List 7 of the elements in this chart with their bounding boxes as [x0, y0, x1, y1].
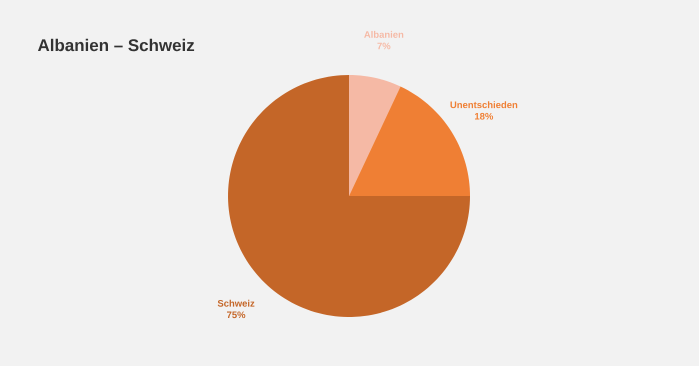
chart-title: Albanien – Schweiz [38, 38, 194, 52]
data-label: 18% [474, 112, 494, 120]
slice-label: Schweiz [218, 300, 254, 307]
data-label: 7% [377, 42, 390, 50]
slice-label: Albanien [364, 30, 404, 38]
data-label: 75% [227, 311, 246, 318]
slice-label: Unentschieden [450, 101, 518, 108]
